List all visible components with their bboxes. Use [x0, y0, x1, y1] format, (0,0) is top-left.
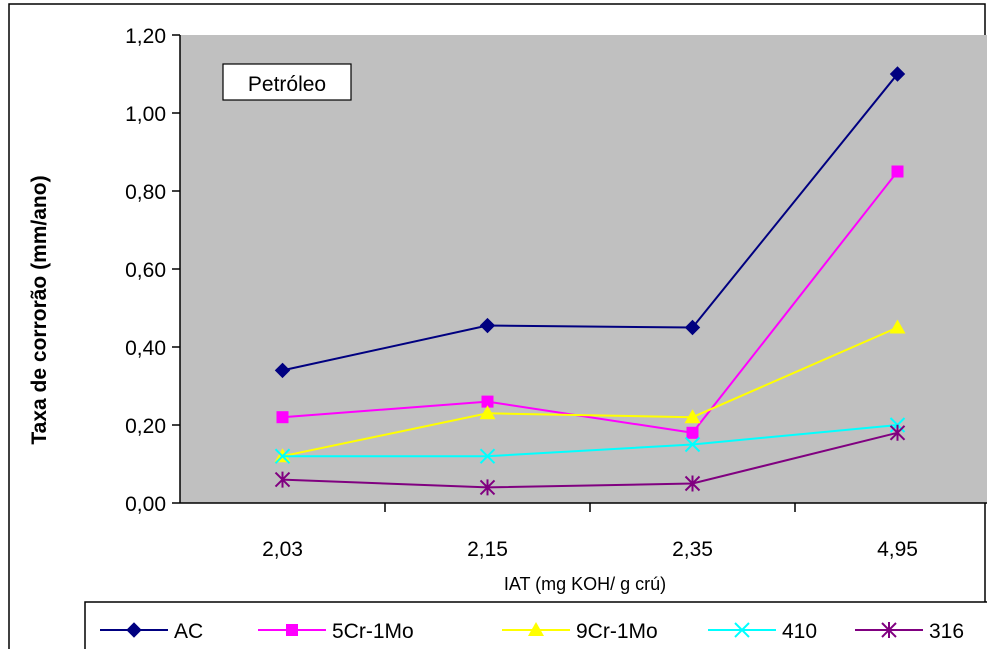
data-point [479, 405, 496, 420]
axes: 0,00 0,20 0,40 0,60 0,80 1,00 1,20 2,03 2,15 2,35… [125, 25, 987, 561]
series-316 [274, 424, 906, 496]
y-tick-label: 0,80 [125, 181, 166, 204]
annotation-frame [222, 63, 352, 101]
data-point [481, 395, 494, 408]
legend-label: 410 [782, 620, 817, 643]
star-shape [684, 475, 701, 492]
series-line [282, 170, 899, 434]
y-axis-title: Taxa de corrorão (mm/ano) [28, 175, 51, 444]
series-line [282, 431, 898, 489]
star-shape [889, 424, 906, 441]
series-layer [274, 66, 906, 496]
legend-marker [528, 622, 544, 636]
x-axis-title: IAT (mg KOH/ g crú) [504, 574, 666, 594]
annotation-label: Petróleo [248, 73, 326, 96]
data-point [891, 165, 904, 178]
legend-label: 316 [929, 620, 964, 643]
x-shape [684, 436, 701, 453]
diamond-shape [126, 622, 142, 638]
plot-area [180, 35, 987, 503]
x-tick-label: 4,95 [877, 538, 918, 561]
y-tick-label: 0,40 [125, 337, 166, 360]
legend-marker [881, 622, 897, 638]
data-point [479, 317, 496, 334]
data-point [274, 362, 291, 379]
y-tick-label: 0,20 [125, 415, 166, 438]
data-point [684, 475, 701, 492]
x-shape [274, 448, 291, 464]
data-point [684, 436, 701, 453]
x-tick-label: 2,35 [672, 538, 713, 561]
legend-marker [126, 622, 142, 638]
triangle-shape [528, 622, 544, 636]
square-shape [276, 411, 289, 424]
data-point [274, 448, 291, 464]
legend-marker [286, 624, 298, 636]
square-shape [686, 426, 699, 439]
data-point [889, 319, 906, 334]
legend-entry-ac: AC [100, 620, 203, 643]
triangle-shape [479, 405, 496, 420]
legend-entry-5cr-1mo: 5Cr-1Mo [258, 620, 414, 643]
legend-marker [734, 622, 750, 638]
data-point [684, 319, 701, 336]
y-tick-label: 1,00 [125, 103, 166, 126]
square-shape [286, 624, 298, 636]
series-line [282, 424, 898, 458]
data-point [686, 426, 699, 439]
diamond-shape [479, 317, 496, 334]
series-5cr-1mo [276, 165, 904, 439]
x-shape [734, 622, 750, 638]
x-shape [479, 448, 496, 464]
y-tick-label: 0,60 [125, 259, 166, 282]
series-line [282, 73, 899, 372]
data-point [479, 479, 496, 496]
legend-entry-410: 410 [708, 620, 817, 643]
legend-entry-316: 316 [855, 620, 964, 643]
data-point [274, 471, 291, 488]
triangle-shape [684, 409, 701, 424]
data-point [684, 409, 701, 424]
star-shape [274, 471, 291, 488]
square-shape [891, 165, 904, 178]
series-line [282, 326, 898, 458]
data-point [889, 66, 906, 82]
diamond-shape [684, 319, 701, 336]
series-ac [274, 66, 906, 379]
square-shape [481, 395, 494, 408]
series-410 [274, 417, 906, 464]
data-point [479, 448, 496, 464]
star-shape [479, 479, 496, 496]
legend-label: 9Cr-1Mo [576, 620, 658, 643]
legend: AC 5Cr-1Mo 9Cr-1Mo 410 316 [84, 601, 987, 654]
legend-entry-9cr-1mo: 9Cr-1Mo [502, 620, 658, 643]
data-point [889, 424, 906, 441]
y-tick-label: 1,20 [125, 25, 166, 48]
diamond-shape [274, 362, 291, 379]
y-tick-label: 0,00 [125, 493, 166, 516]
legend-label: 5Cr-1Mo [332, 620, 414, 643]
series-9cr-1mo [274, 319, 906, 463]
x-tick-label: 2,03 [262, 538, 303, 561]
data-point [276, 411, 289, 424]
diamond-shape [889, 66, 906, 82]
star-shape [881, 622, 897, 638]
x-tick-label: 2,15 [467, 538, 508, 561]
triangle-shape [889, 319, 906, 334]
legend-label: AC [174, 620, 203, 643]
annotation-box: Petróleo [222, 63, 352, 101]
